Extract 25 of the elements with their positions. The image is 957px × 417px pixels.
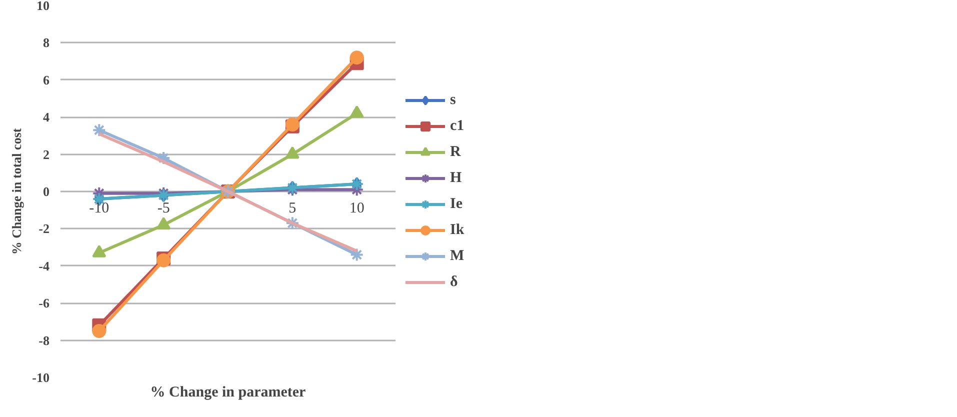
- legend-label: δ: [450, 274, 459, 290]
- legend-label: R: [450, 144, 462, 160]
- y-tick-label: 4: [43, 110, 50, 125]
- y-tick-label: -8: [38, 332, 50, 348]
- x-tick-label: -10: [89, 200, 110, 216]
- y-axis-title: % Change in total cost: [9, 128, 24, 255]
- y-tick-label: -6: [38, 296, 50, 311]
- legend-label: s: [450, 92, 457, 108]
- x-tick-label: 10: [349, 200, 364, 216]
- y-tick-label: 10: [36, 0, 50, 13]
- x-axis-title: % Change in parameter: [150, 384, 306, 400]
- y-tick-label: 0: [43, 184, 50, 199]
- y-tick-label: -4: [38, 258, 50, 274]
- x-tick-label: 5: [288, 200, 296, 216]
- legend-label: M: [450, 248, 466, 264]
- legend-label: H: [450, 170, 463, 186]
- legend-label: Ik: [450, 222, 466, 238]
- legend-label: Ie: [450, 196, 464, 212]
- y-tick-label: -10: [32, 370, 50, 385]
- y-tick-label: 2: [43, 146, 50, 162]
- x-tick-label: -5: [157, 200, 170, 216]
- y-tick-label: 6: [43, 72, 50, 88]
- y-tick-label: -2: [38, 221, 50, 236]
- legend-label: c1: [450, 118, 466, 134]
- y-tick-label: 8: [43, 35, 50, 50]
